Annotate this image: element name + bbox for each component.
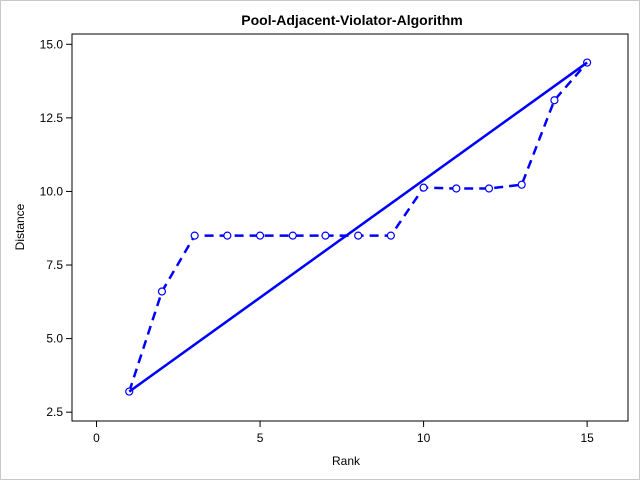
x-tick-label: 0: [93, 431, 100, 445]
x-tick-label: 15: [580, 431, 594, 445]
data-point-marker: [321, 231, 330, 240]
y-tick-label: 15.0: [40, 37, 64, 51]
y-tick-label: 2.5: [46, 405, 63, 419]
data-point-marker: [419, 183, 428, 192]
data-point-marker: [255, 231, 265, 240]
data-point-marker: [550, 96, 559, 105]
x-tick-label: 5: [257, 431, 264, 445]
data-point-marker: [517, 180, 526, 189]
y-tick-label: 12.5: [40, 111, 64, 125]
y-tick-label: 7.5: [46, 258, 63, 272]
x-axis: 0 5 10 15: [93, 421, 594, 445]
series-line-solid: [128, 61, 588, 393]
x-axis-label: Rank: [332, 454, 361, 468]
data-point-marker: [452, 184, 461, 193]
data-point-marker: [386, 231, 395, 240]
data-point-marker: [223, 231, 232, 240]
y-axis-label: Distance: [13, 203, 27, 250]
chart-title: Pool-Adjacent-Violator-Algorithm: [241, 12, 462, 28]
plot-area: [71, 33, 629, 422]
data-point-marker: [484, 184, 494, 193]
series-layer: [125, 58, 592, 396]
x-tick-label: 10: [417, 431, 431, 445]
y-tick-label: 5.0: [46, 332, 63, 346]
data-point-marker: [190, 231, 199, 240]
data-point-marker: [288, 231, 297, 240]
data-point-marker: [354, 231, 363, 240]
y-tick-label: 10.0: [40, 184, 64, 198]
y-axis: 2.5 5.0 7.5 10.0 12.5 15.0: [40, 37, 72, 419]
data-point-marker: [157, 287, 167, 296]
